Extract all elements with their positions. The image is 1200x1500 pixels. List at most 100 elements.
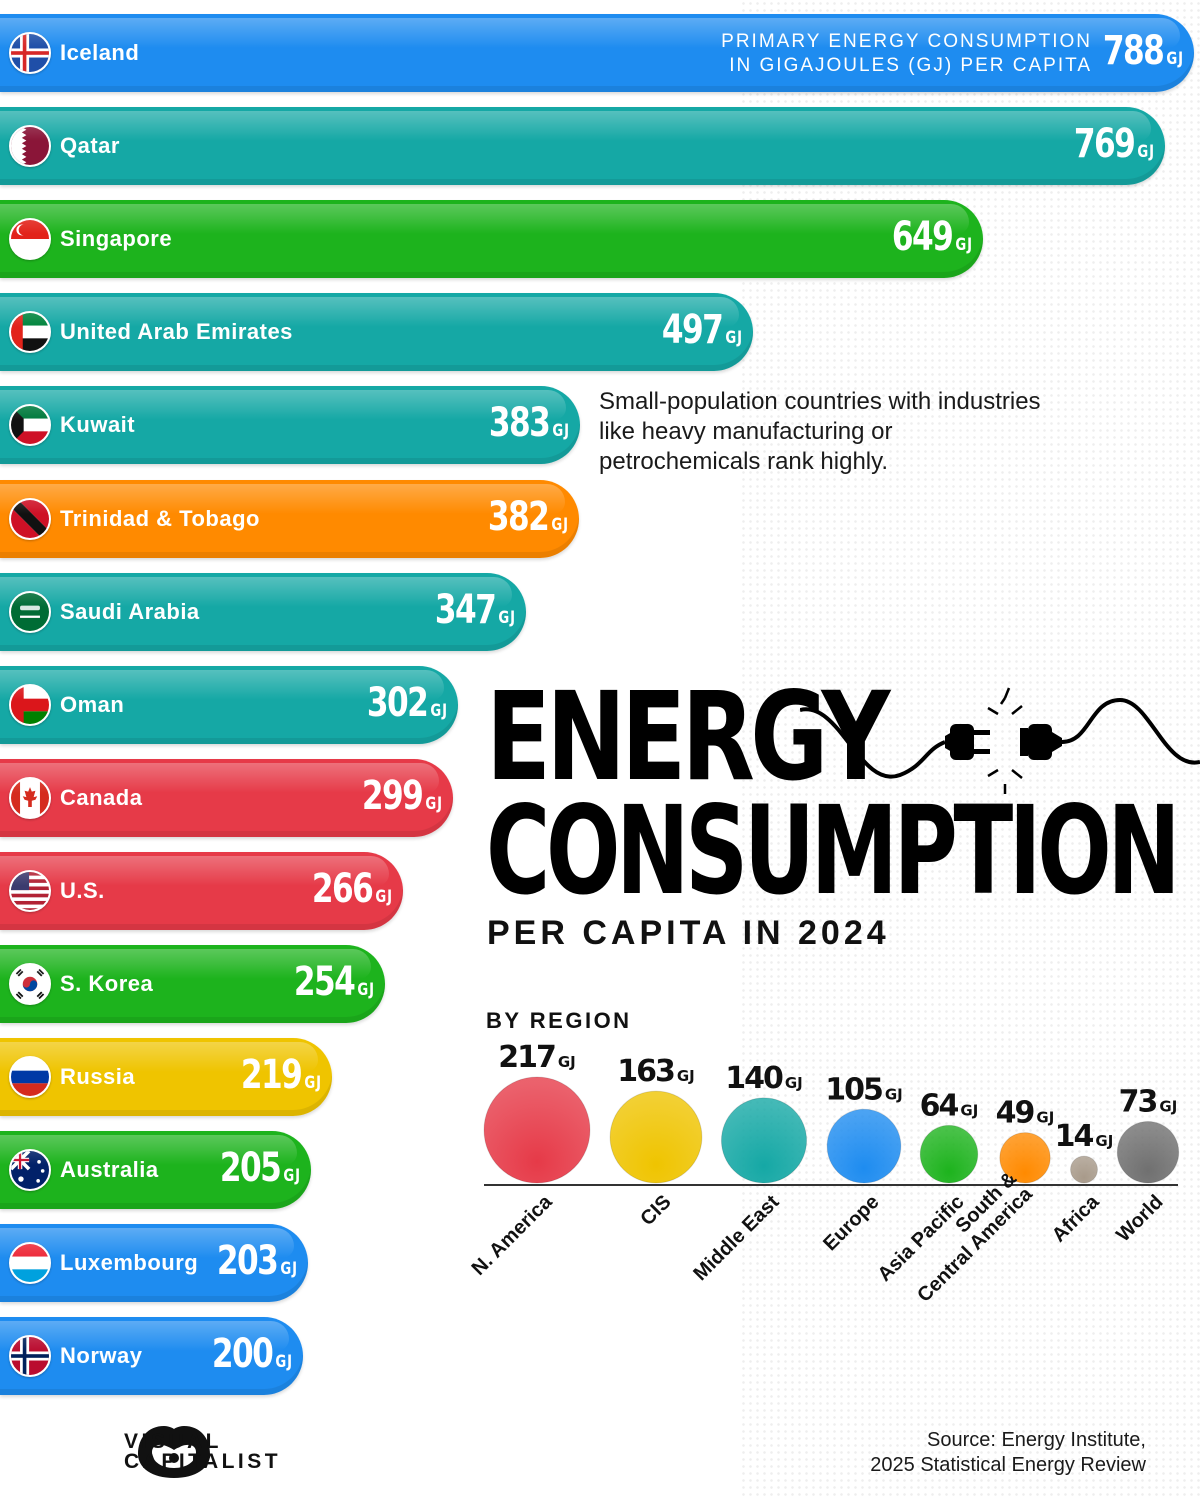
- bar-value-unit: GJ: [375, 886, 393, 907]
- bar-value-number: 382: [488, 493, 550, 540]
- bubble-value-label: 64 GJ: [920, 1088, 979, 1123]
- bubble-value-label: 163 GJ: [617, 1054, 695, 1089]
- bubble-value-label: 105 GJ: [825, 1072, 903, 1107]
- oman-flag-icon: [9, 683, 51, 726]
- annotation-text: Small-population countries with industri…: [599, 388, 1041, 475]
- bar-value-unit: GJ: [425, 793, 443, 814]
- bar-united-arab-emirates: United Arab Emirates 497 GJ: [0, 293, 753, 372]
- bar-value-number: 347: [435, 586, 497, 633]
- us-flag-icon: [9, 869, 51, 912]
- bar-value-label: 254 GJ: [294, 958, 375, 1014]
- bar-value-number: 497: [662, 307, 724, 354]
- bubble-category-label: Europe: [819, 1191, 883, 1255]
- bubble-category-label: World: [1112, 1191, 1167, 1246]
- bar-kuwait: Kuwait 383 GJ: [0, 386, 580, 465]
- bar-singapore: Singapore 649 GJ: [0, 200, 983, 279]
- subtitle: PER CAPITA IN 2024: [487, 914, 890, 952]
- bar-value-number: 302: [367, 679, 429, 726]
- bar-value-label: 205 GJ: [220, 1144, 301, 1200]
- bar-value-label: 497 GJ: [662, 306, 743, 362]
- bar-label: Singapore: [60, 226, 173, 252]
- bar-value-label: 649 GJ: [892, 213, 973, 269]
- bar-label: United Arab Emirates: [60, 319, 293, 345]
- bar-value-unit: GJ: [1166, 49, 1184, 69]
- bubble-value-label: 49 GJ: [996, 1096, 1055, 1131]
- bar-label: Kuwait: [60, 412, 136, 438]
- region-bubble-chart: 217 GJ N. America 163 GJ CIS 140 GJ Middle East 1…: [468, 1040, 1180, 1307]
- bubble-value-label: 217 GJ: [498, 1040, 576, 1075]
- bar-trinidad-tobago: Trinidad & Tobago 382 GJ: [0, 479, 579, 558]
- bar-value-label: 347 GJ: [435, 586, 516, 642]
- russia-flag-icon: [9, 1056, 51, 1099]
- bar-value-unit: GJ: [357, 980, 375, 1000]
- title-line2: CONSUMPTION: [486, 780, 1181, 922]
- bubble-cis: [609, 1090, 703, 1184]
- source-note: Source: Energy Institute, 2025 Statistic…: [870, 1428, 1146, 1478]
- unit-note-line1: PRIMARY ENERGY CONSUMPTION: [721, 31, 1092, 52]
- bar-value-number: 219: [241, 1052, 303, 1099]
- iceland-flag-icon: [9, 32, 51, 74]
- norway-flag-icon: [9, 1335, 51, 1378]
- bar-label: Luxembourg: [60, 1250, 199, 1276]
- bubble-value-label: 73 GJ: [1119, 1085, 1178, 1120]
- bar-value-number: 266: [312, 865, 374, 912]
- unit-note-line2: IN GIGAJOULES (GJ) PER CAPITA: [729, 55, 1092, 76]
- bar-label: Australia: [60, 1157, 159, 1183]
- bar-value-label: 299 GJ: [362, 772, 443, 828]
- bar-value-number: 205: [220, 1145, 282, 1192]
- bar-label: U.S.: [60, 877, 105, 903]
- bar-value-unit: GJ: [283, 1166, 301, 1187]
- bar-label: Canada: [60, 784, 143, 810]
- bar-value-unit: GJ: [551, 514, 569, 535]
- bar-label: Iceland: [60, 40, 140, 65]
- bar-qatar: Qatar 769 GJ: [0, 107, 1165, 186]
- bubble-world: [1116, 1121, 1180, 1184]
- bubble-middle-east: [720, 1097, 808, 1184]
- brand-line1: VISUAL: [124, 1430, 223, 1453]
- bar-value-number: 649: [892, 214, 954, 261]
- bar-value-number: 254: [294, 959, 356, 1005]
- bar-value-number: 203: [217, 1238, 279, 1285]
- bar-label: Saudi Arabia: [60, 598, 200, 624]
- bar-value-number: 769: [1074, 121, 1136, 168]
- bar-label: Trinidad & Tobago: [60, 505, 260, 531]
- source-line1: Source: Energy Institute,: [926, 1429, 1146, 1451]
- saudi-flag-icon: [9, 590, 51, 633]
- title-line1: ENERGY: [486, 666, 890, 808]
- australia-flag-icon: [9, 1149, 51, 1192]
- bar-value-unit: GJ: [498, 607, 516, 628]
- bar-value-label: 266 GJ: [312, 865, 393, 921]
- luxembourg-flag-icon: [9, 1242, 51, 1285]
- bar-value-label: 769 GJ: [1074, 120, 1155, 176]
- bar-label: S. Korea: [60, 971, 154, 996]
- bar-value-label: 788 GJ: [1103, 27, 1184, 83]
- bar-canada: Canada 299 GJ: [0, 758, 453, 837]
- bar-u-s-: U.S. 266 GJ: [0, 851, 403, 930]
- bubble-asia-pacific: [919, 1124, 979, 1184]
- bubble-south-central-america: [999, 1132, 1051, 1184]
- bar-s-korea: S. Korea 254 GJ: [0, 945, 385, 1023]
- canada-flag-icon: [9, 776, 51, 819]
- bubble-value-label: 140 GJ: [725, 1061, 803, 1096]
- bubble-category-label: N. America: [468, 1190, 558, 1280]
- bar-value-unit: GJ: [280, 1259, 298, 1280]
- kuwait-flag-icon: [9, 404, 51, 447]
- uae-flag-icon: [9, 311, 51, 354]
- bubble-category-label: Africa: [1048, 1190, 1104, 1246]
- trinidad-flag-icon: [9, 497, 51, 540]
- bar-value-label: 203 GJ: [217, 1237, 298, 1293]
- bar-value-unit: GJ: [955, 235, 973, 256]
- bar-value-label: 302 GJ: [367, 679, 448, 735]
- country-bar-chart: Iceland 788 GJ Qatar 769 GJ Singapore 649 GJ Unit…: [0, 14, 1194, 1396]
- bar-label: Norway: [60, 1343, 143, 1369]
- bar-value-unit: GJ: [304, 1073, 322, 1094]
- bar-value-unit: GJ: [1137, 142, 1155, 163]
- bar-value-label: 382 GJ: [488, 493, 569, 549]
- brand-line2: CAPITALIST: [124, 1450, 282, 1473]
- power-plug-icon: [800, 687, 1200, 794]
- source-line2: 2025 Statistical Energy Review: [870, 1454, 1146, 1476]
- region-section-label: BY REGION: [486, 1008, 632, 1033]
- bar-value-number: 788: [1103, 28, 1165, 74]
- bar-norway: Norway 200 GJ: [0, 1317, 303, 1396]
- bar-label: Qatar: [60, 133, 120, 159]
